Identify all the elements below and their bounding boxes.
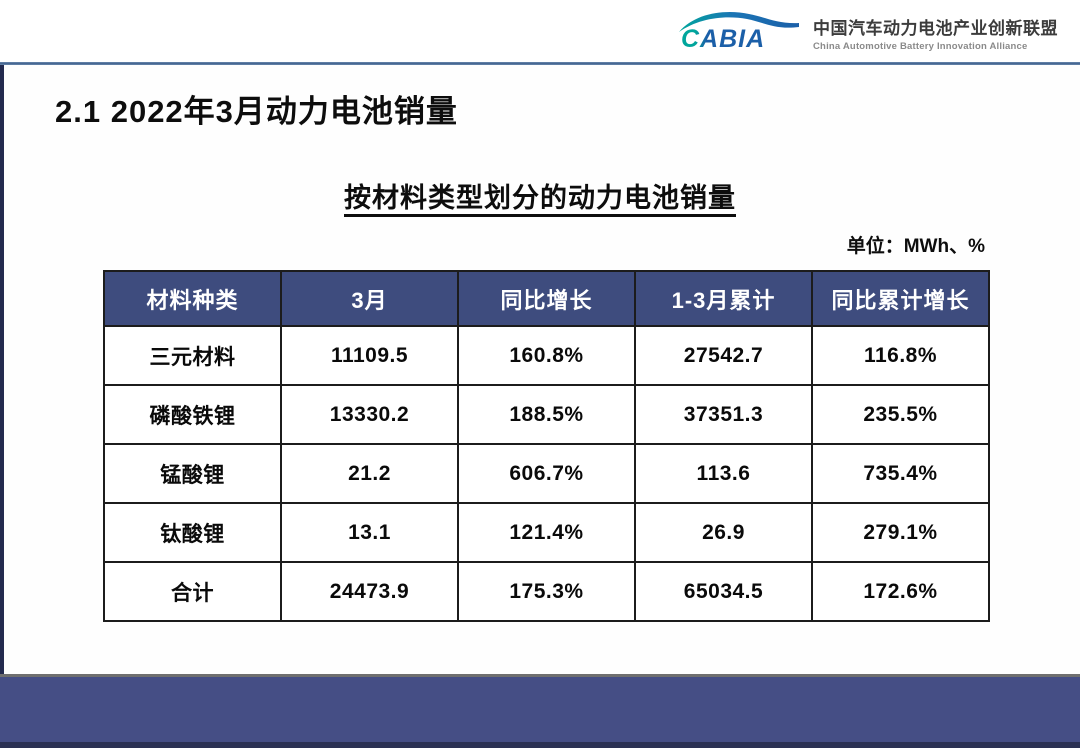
cell-material: 锰酸锂: [103, 443, 282, 504]
footer-band: [0, 677, 1080, 742]
footer-hairline: [0, 674, 1080, 677]
cell-material: 三元材料: [103, 325, 282, 386]
table-row-lto: 钛酸锂 13.1 121.4% 26.9 279.1%: [103, 502, 990, 563]
header: CABIA 中国汽车动力电池产业创新联盟 China Automotive Ba…: [0, 0, 1080, 62]
battery-sales-table: 材料种类 3月 同比增长 1-3月累计 同比累计增长 三元材料 11109.5 …: [103, 270, 990, 622]
unit-note: 单位：MWh、%: [846, 236, 985, 257]
org-names: 中国汽车动力电池产业创新联盟 China Automotive Battery …: [813, 10, 1058, 52]
cell-yoy: 160.8%: [457, 325, 636, 386]
logo-wordmark: CABIA: [681, 25, 766, 53]
col-header-yoy-growth: 同比增长: [457, 270, 636, 327]
table-row-ternary: 三元材料 11109.5 160.8% 27542.7 116.8%: [103, 325, 990, 386]
col-header-cumulative: 1-3月累计: [634, 270, 813, 327]
org-name-english: China Automotive Battery Innovation Alli…: [813, 41, 1028, 52]
cell-march: 13.1: [280, 502, 459, 563]
col-header-march: 3月: [280, 270, 459, 327]
cell-cumulative-yoy: 279.1%: [811, 502, 990, 563]
table-header-row: 材料种类 3月 同比增长 1-3月累计 同比累计增长: [103, 270, 990, 327]
cell-cumulative-yoy: 235.5%: [811, 384, 990, 445]
cell-yoy: 121.4%: [457, 502, 636, 563]
cell-yoy: 606.7%: [457, 443, 636, 504]
table-title-text: 按材料类型划分的动力电池销量: [344, 183, 736, 213]
footer-base-strip: [0, 742, 1080, 748]
cell-cumulative-yoy: 116.8%: [811, 325, 990, 386]
cell-yoy: 188.5%: [457, 384, 636, 445]
cell-cumulative: 113.6: [634, 443, 813, 504]
table-header: 材料种类 3月 同比增长 1-3月累计 同比累计增长: [103, 270, 990, 327]
cell-material: 钛酸锂: [103, 502, 282, 563]
col-header-material: 材料种类: [103, 270, 282, 327]
table-title: 按材料类型划分的动力电池销量: [0, 176, 1080, 215]
cell-march: 24473.9: [280, 561, 459, 622]
cell-march: 13330.2: [280, 384, 459, 445]
table-row-total: 合计 24473.9 175.3% 65034.5 172.6%: [103, 561, 990, 622]
table-row-lfp: 磷酸铁锂 13330.2 188.5% 37351.3 235.5%: [103, 384, 990, 445]
cell-cumulative-yoy: 172.6%: [811, 561, 990, 622]
cabia-logo: CABIA: [677, 8, 801, 54]
cell-material: 磷酸铁锂: [103, 384, 282, 445]
table-row-lmo: 锰酸锂 21.2 606.7% 113.6 735.4%: [103, 443, 990, 504]
footer-bar: [0, 674, 1080, 748]
left-edge-strip: [0, 65, 4, 674]
cell-march: 11109.5: [280, 325, 459, 386]
cell-cumulative: 65034.5: [634, 561, 813, 622]
header-divider-line: [0, 62, 1080, 65]
org-name-chinese: 中国汽车动力电池产业创新联盟: [813, 19, 1058, 38]
cabia-brand: CABIA 中国汽车动力电池产业创新联盟 China Automotive Ba…: [677, 8, 1058, 54]
cell-cumulative-yoy: 735.4%: [811, 443, 990, 504]
car-swoosh-icon: [679, 12, 799, 32]
table-body: 三元材料 11109.5 160.8% 27542.7 116.8% 磷酸铁锂 …: [103, 325, 990, 622]
cell-material: 合计: [103, 561, 282, 622]
cell-march: 21.2: [280, 443, 459, 504]
section-title: 2.1 2022年3月动力电池销量: [55, 94, 458, 129]
cell-yoy: 175.3%: [457, 561, 636, 622]
cell-cumulative: 37351.3: [634, 384, 813, 445]
col-header-cumulative-yoy: 同比累计增长: [811, 270, 990, 327]
cell-cumulative: 26.9: [634, 502, 813, 563]
cell-cumulative: 27542.7: [634, 325, 813, 386]
